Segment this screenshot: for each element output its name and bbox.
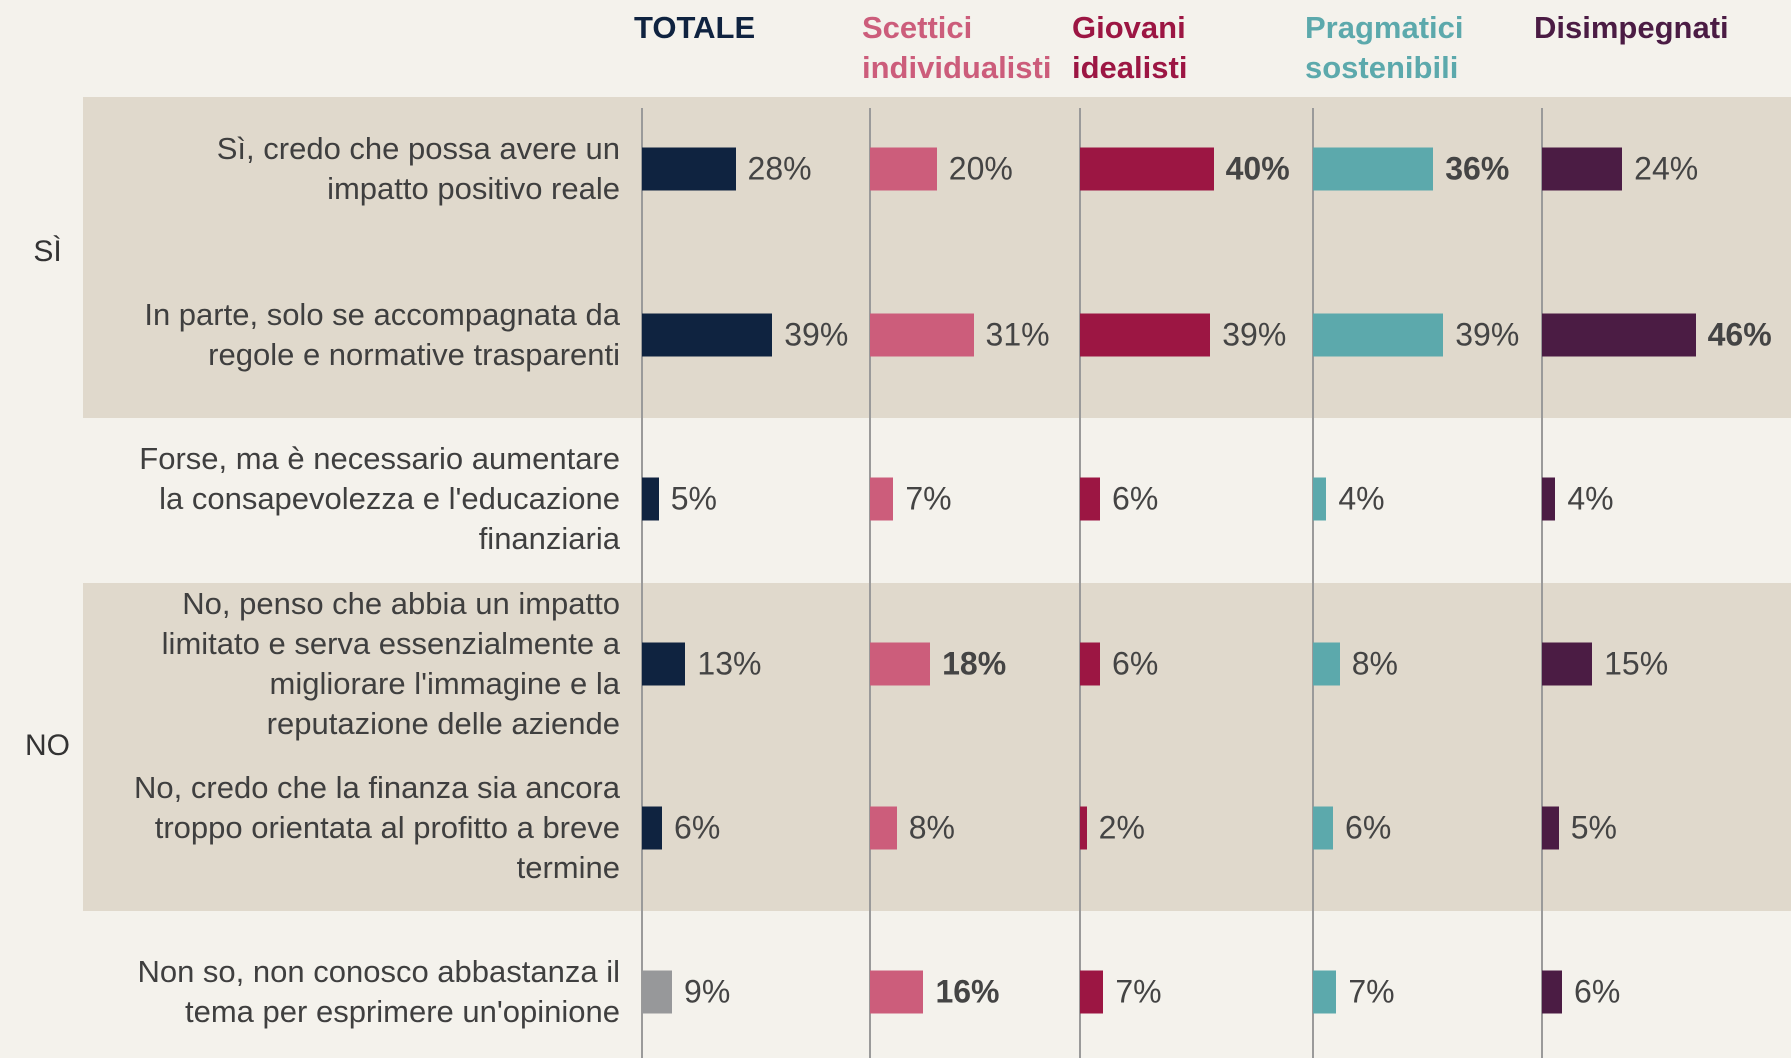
axis-line xyxy=(641,108,643,1058)
value-label: 6% xyxy=(674,809,721,846)
bar xyxy=(642,477,659,521)
value-label: 20% xyxy=(948,150,1013,187)
bar xyxy=(642,806,663,850)
axis-line xyxy=(1079,108,1081,1058)
value-label: 40% xyxy=(1225,150,1290,187)
category-label: Non so, non conosco abbastanza il tema p… xyxy=(137,954,620,1029)
value-label: 15% xyxy=(1604,645,1669,682)
series-header: Giovani idealisti xyxy=(1072,10,1188,85)
bar xyxy=(1080,642,1101,686)
bar xyxy=(1542,642,1593,686)
value-label: 39% xyxy=(784,316,849,353)
group-label: NO xyxy=(25,729,70,762)
value-label: 28% xyxy=(747,150,812,187)
bar xyxy=(1542,477,1556,521)
bar xyxy=(1080,970,1104,1014)
bar xyxy=(1313,147,1434,191)
value-label: 18% xyxy=(942,645,1007,682)
axis-line xyxy=(869,108,871,1058)
bar xyxy=(1080,806,1087,850)
bar xyxy=(1313,642,1340,686)
category-label: No, penso che abbia un impatto limitato … xyxy=(161,586,620,741)
value-label: 8% xyxy=(1351,645,1398,682)
series-header: Scettici individualisti xyxy=(862,10,1052,85)
value-label: 36% xyxy=(1445,150,1510,187)
bar xyxy=(1080,147,1214,191)
value-label: 24% xyxy=(1634,150,1699,187)
value-label: 4% xyxy=(1567,480,1614,517)
series-header: Disimpegnati xyxy=(1534,10,1729,45)
value-label: 39% xyxy=(1455,316,1520,353)
axis-line xyxy=(1541,108,1543,1058)
bar xyxy=(1313,477,1327,521)
series-header: TOTALE xyxy=(634,10,756,45)
value-label: 31% xyxy=(985,316,1050,353)
bar xyxy=(870,477,894,521)
value-label: 8% xyxy=(908,809,955,846)
bar xyxy=(642,970,673,1014)
group-band xyxy=(83,97,1791,418)
value-label: 7% xyxy=(1348,973,1395,1010)
category-label: Sì, credo che possa avere un impatto pos… xyxy=(216,131,620,206)
value-label: 39% xyxy=(1222,316,1287,353)
value-label: 9% xyxy=(684,973,731,1010)
bar xyxy=(1313,806,1334,850)
value-label: 6% xyxy=(1345,809,1392,846)
group-label: SÌ xyxy=(33,235,62,268)
value-label: 4% xyxy=(1338,480,1385,517)
bar xyxy=(870,642,931,686)
bar xyxy=(1080,477,1101,521)
value-label: 6% xyxy=(1112,645,1159,682)
bar xyxy=(1542,970,1563,1014)
value-label: 7% xyxy=(905,480,952,517)
value-label: 13% xyxy=(697,645,762,682)
bar xyxy=(642,642,686,686)
value-label: 16% xyxy=(935,973,1000,1010)
bar xyxy=(1542,313,1696,357)
value-label: 5% xyxy=(670,480,717,517)
group-band xyxy=(83,582,1791,911)
bar xyxy=(870,970,924,1014)
category-label: Forse, ma è necessario aumentare la cons… xyxy=(139,441,620,556)
bar xyxy=(870,806,897,850)
category-label: In parte, solo se accompagnata da regole… xyxy=(144,297,620,372)
bar xyxy=(1313,970,1337,1014)
bar xyxy=(1542,806,1559,850)
value-label: 5% xyxy=(1570,809,1617,846)
bar xyxy=(1313,313,1444,357)
bar xyxy=(1542,147,1623,191)
series-header: Pragmatici sostenibili xyxy=(1305,10,1464,85)
category-label: No, credo che la finanza sia ancora trop… xyxy=(134,770,620,885)
bar xyxy=(642,147,736,191)
value-label: 2% xyxy=(1098,809,1145,846)
value-label: 6% xyxy=(1574,973,1621,1010)
value-label: 6% xyxy=(1112,480,1159,517)
bar xyxy=(870,313,974,357)
axis-line xyxy=(1312,108,1314,1058)
value-label: 7% xyxy=(1115,973,1162,1010)
bar xyxy=(1080,313,1211,357)
bar xyxy=(642,313,773,357)
value-label: 46% xyxy=(1707,316,1772,353)
bar xyxy=(870,147,937,191)
